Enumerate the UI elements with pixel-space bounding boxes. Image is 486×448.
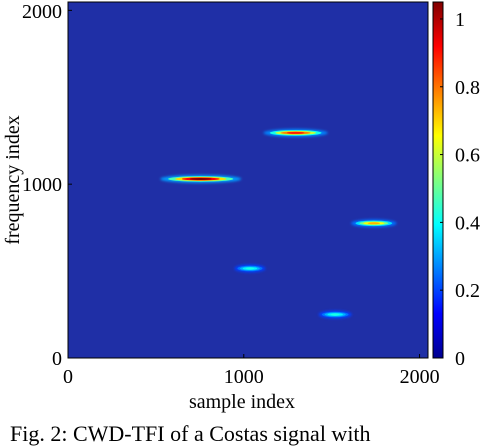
x-tick-label: 1000 xyxy=(224,366,264,388)
plot-area xyxy=(68,2,428,358)
x-axis-label: sample index xyxy=(189,391,295,413)
colorbar-tick-label: 0.8 xyxy=(455,77,480,99)
colorbar-tick-label: 0.4 xyxy=(455,212,480,234)
tf-component-3-layer xyxy=(367,222,381,225)
y-tick-label: 1000 xyxy=(22,174,62,196)
x-tick-label: 2000 xyxy=(400,366,440,388)
colorbar-tick-label: 0 xyxy=(455,348,465,370)
y-axis: 0 1000 2000 xyxy=(22,1,72,370)
tf-component-4-layer xyxy=(245,267,255,270)
y-tick-label: 2000 xyxy=(22,1,62,23)
tf-component-2-layer xyxy=(286,131,305,134)
colorbar-tick-label: 0.6 xyxy=(455,145,480,167)
colorbar-tick-label: 0.2 xyxy=(455,280,480,302)
figure-caption: Fig. 2: CWD-TFI of a Costas signal with xyxy=(10,421,371,446)
x-axis: 0 1000 2000 xyxy=(63,354,440,388)
tf-component-5 xyxy=(318,310,352,319)
tf-component-3 xyxy=(351,219,397,228)
plot-background xyxy=(68,2,428,358)
colorbar-gradient xyxy=(433,2,443,358)
tf-component-2 xyxy=(263,128,328,137)
y-tick-label: 0 xyxy=(52,348,62,370)
x-tick-label: 0 xyxy=(63,366,73,388)
y-axis-label: frequency index xyxy=(2,115,24,244)
colorbar: 0 0.2 0.4 0.6 0.8 1 xyxy=(432,1,480,370)
tf-component-1-layer xyxy=(189,177,212,180)
colorbar-frame xyxy=(432,1,444,359)
heatmap-components xyxy=(160,128,397,319)
tf-component-4 xyxy=(234,264,266,273)
plot-frame xyxy=(67,1,429,359)
tf-component-5-layer xyxy=(330,313,340,316)
colorbar-tick-label: 1 xyxy=(455,9,465,31)
tf-component-1 xyxy=(160,174,242,183)
